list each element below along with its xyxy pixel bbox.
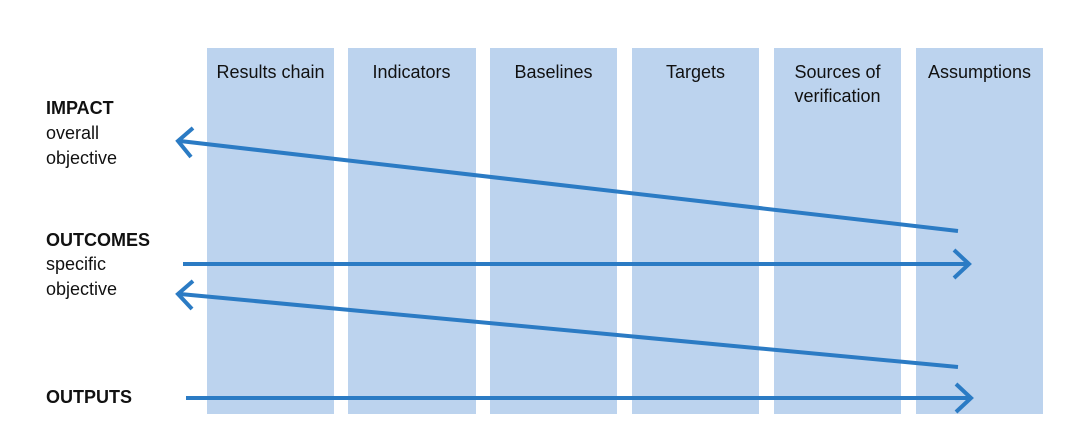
column-label: Sources of verification (794, 62, 881, 106)
column (916, 48, 1043, 414)
arrow (179, 139, 959, 233)
row-subtitle: specific objective (46, 254, 118, 299)
row-title: OUTPUTS (46, 387, 133, 407)
arrows (175, 126, 974, 414)
column (207, 48, 334, 414)
column-label: Results chain (216, 62, 325, 82)
column-label: Baselines (514, 62, 593, 82)
columns (207, 48, 1043, 414)
column (348, 48, 476, 414)
column-label: Indicators (372, 62, 451, 82)
arrow-head (954, 382, 974, 414)
row-subtitle: overall objective (46, 123, 118, 168)
column-label: Assumptions (927, 62, 1032, 82)
column (632, 48, 759, 414)
arrow-head (175, 279, 195, 311)
row-title: OUTCOMES (46, 230, 151, 250)
column-label: Targets (665, 62, 726, 82)
arrow (179, 292, 959, 369)
arrow-head (952, 248, 972, 280)
row-title: IMPACT (46, 98, 114, 118)
arrow-head (175, 126, 195, 159)
column (490, 48, 617, 414)
